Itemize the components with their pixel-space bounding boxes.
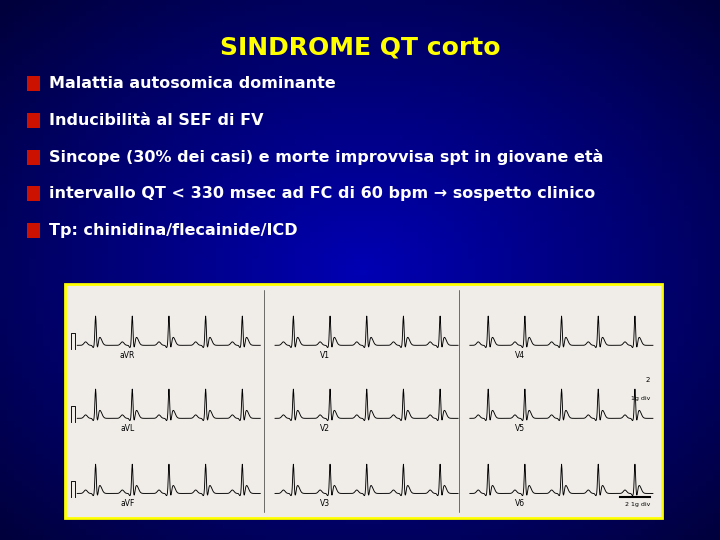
Text: aVF: aVF <box>120 499 135 508</box>
Text: Malattia autosomica dominante: Malattia autosomica dominante <box>49 76 336 91</box>
Text: 2: 2 <box>646 376 650 382</box>
Text: SINDROME QT corto: SINDROME QT corto <box>220 35 500 59</box>
Text: Sincope (30% dei casi) e morte improvvisa spt in giovane età: Sincope (30% dei casi) e morte improvvis… <box>49 149 603 165</box>
Text: intervallo QT < 330 msec ad FC di 60 bpm → sospetto clinico: intervallo QT < 330 msec ad FC di 60 bpm… <box>49 186 595 201</box>
Bar <box>27 76 40 91</box>
Text: V3: V3 <box>320 499 330 508</box>
Bar <box>27 113 40 128</box>
Bar <box>65 284 662 518</box>
Bar <box>27 186 40 201</box>
Text: V1: V1 <box>320 351 330 360</box>
Text: V4: V4 <box>515 351 525 360</box>
Text: 1g div: 1g div <box>631 396 650 401</box>
Text: 2 1g div: 2 1g div <box>624 502 650 507</box>
Text: V2: V2 <box>320 424 330 433</box>
Text: aVR: aVR <box>120 351 135 360</box>
Text: V5: V5 <box>515 424 525 433</box>
Text: Inducibilità al SEF di FV: Inducibilità al SEF di FV <box>49 113 264 128</box>
Text: aVL: aVL <box>120 424 135 433</box>
Bar <box>27 223 40 238</box>
Text: Tp: chinidina/flecainide/ICD: Tp: chinidina/flecainide/ICD <box>49 223 297 238</box>
Text: V6: V6 <box>515 499 525 508</box>
Bar <box>27 150 40 165</box>
